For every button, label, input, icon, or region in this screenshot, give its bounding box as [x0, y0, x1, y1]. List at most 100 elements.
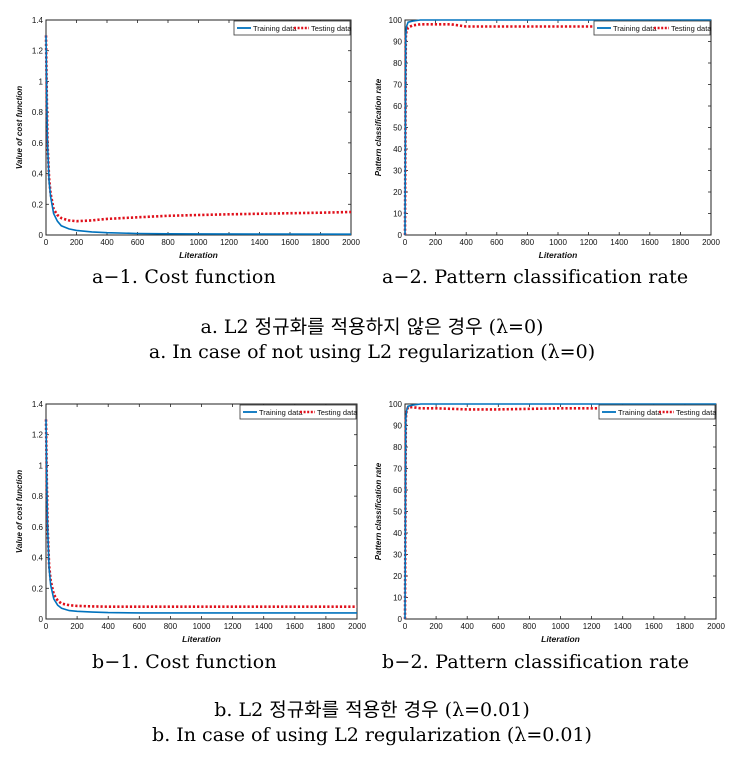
x-tick-label: 400 [461, 622, 475, 631]
y-tick-label: 0 [398, 231, 403, 240]
legend-box [593, 20, 711, 36]
y-tick-label: 30 [393, 167, 402, 176]
x-tick-label: 0 [44, 622, 49, 631]
legend-box [598, 404, 716, 420]
y-tick-label: 80 [393, 59, 402, 68]
y-axis-label: Value of cost function [15, 470, 24, 553]
y-tick-label: 0.6 [32, 523, 44, 532]
x-axis-label: Literation [541, 634, 580, 644]
caption-a1: a−1. Cost function [92, 266, 276, 288]
caption-a2: a−2. Pattern classification rate [382, 266, 689, 288]
legend-testing-label: Testing data [317, 408, 358, 417]
caption-b-english: b. In case of using L2 regularization (λ… [152, 724, 592, 746]
x-tick-label: 2000 [348, 622, 366, 631]
plot-frame [404, 19, 712, 236]
x-tick-label: 400 [102, 622, 116, 631]
plot-area-a2: 0 200 400 600 800 1000 1200 1400 1600 1800 2000 0 10… [374, 16, 720, 260]
x-tick-label: 200 [429, 238, 443, 247]
x-tick-label: 400 [100, 238, 114, 247]
y-tick-label: 50 [393, 508, 402, 517]
y-tick-label: 1.4 [32, 16, 44, 25]
legend-box [239, 404, 357, 420]
y-tick-label: 0 [398, 615, 403, 624]
x-tick-label: 1800 [317, 622, 335, 631]
y-tick-label: 20 [393, 188, 402, 197]
x-tick-label: 800 [164, 622, 178, 631]
caption-a-english: a. In case of not using L2 regularizatio… [148, 341, 596, 363]
x-tick-label: 800 [521, 238, 535, 247]
chart-svg-a1: 0 200 400 600 800 1000 1200 1400 1600 1800 2000 0 0.… [15, 16, 360, 260]
y-tick-label: 0.8 [32, 108, 44, 117]
y-tick-label: 0.2 [32, 200, 44, 209]
y-tick-label: 30 [393, 551, 402, 560]
x-tick-label: 0 [44, 238, 49, 247]
y-tick-label: 10 [393, 210, 402, 219]
y-tick-label: 1.4 [32, 400, 44, 409]
x-tick-label: 1800 [672, 238, 690, 247]
x-tick-label: 1000 [193, 622, 211, 631]
x-tick-label: 1200 [220, 238, 238, 247]
plot-frame [404, 403, 717, 620]
y-axis-label: Value of cost function [15, 86, 24, 169]
legend-training-label: Training data [618, 408, 662, 417]
x-axis-label: Literation [182, 634, 221, 644]
legend-training-label: Training data [259, 408, 303, 417]
x-tick-label: 1000 [549, 238, 567, 247]
x-tick-label: 600 [131, 238, 145, 247]
legend-training-label: Training data [253, 24, 297, 33]
x-tick-label: 800 [161, 238, 175, 247]
chart-b2-classification-rate: 0 200 400 600 800 1000 1200 1400 1600 1800 2000 0 10… [365, 398, 726, 649]
x-tick-label: 1400 [255, 622, 273, 631]
y-tick-label: 1.2 [32, 431, 44, 440]
x-axis-label: Literation [539, 250, 578, 260]
training-data-line [45, 35, 352, 235]
x-tick-label: 600 [492, 622, 506, 631]
training-data-line [404, 19, 711, 236]
caption-b1: b−1. Cost function [92, 651, 277, 673]
x-tick-label: 200 [429, 622, 443, 631]
legend-testing-label: Testing data [311, 24, 352, 33]
chart-a1-cost-function: 0 200 400 600 800 1000 1200 1400 1600 1800 2000 0 0.… [6, 14, 361, 265]
y-tick-label: 60 [393, 486, 402, 495]
caption-b2: b−2. Pattern classification rate [382, 651, 690, 673]
caption-b-korean: b. L2 정규화를 적용한 경우 (λ=0.01) [214, 699, 530, 721]
legend-training-label: Training data [613, 24, 657, 33]
y-tick-label: 100 [389, 16, 403, 25]
x-tick-label: 1600 [641, 238, 659, 247]
y-tick-label: 0.4 [32, 170, 44, 179]
x-tick-label: 1200 [580, 238, 598, 247]
y-tick-label: 0.6 [32, 139, 44, 148]
y-tick-label: 0.2 [32, 584, 44, 593]
x-axis-label: Literation [179, 250, 218, 260]
plot-area-b2: 0 200 400 600 800 1000 1200 1400 1600 1800 2000 0 10… [374, 400, 725, 644]
legend-testing-label: Testing data [671, 24, 712, 33]
x-tick-label: 0 [403, 238, 408, 247]
y-tick-label: 70 [393, 465, 402, 474]
y-tick-label: 40 [393, 529, 402, 538]
y-tick-label: 50 [393, 124, 402, 133]
chart-svg-b2: 0 200 400 600 800 1000 1200 1400 1600 1800 2000 0 10… [374, 400, 725, 644]
y-axis-label: Pattern classification rate [374, 462, 383, 560]
y-tick-label: 0.8 [32, 492, 44, 501]
x-tick-label: 1000 [552, 622, 570, 631]
x-tick-label: 0 [403, 622, 408, 631]
x-tick-label: 2000 [707, 622, 725, 631]
y-tick-label: 100 [389, 400, 403, 409]
x-tick-label: 600 [490, 238, 504, 247]
training-data-line [45, 419, 357, 614]
legend: Training data Testing data [239, 404, 358, 420]
chart-svg-b1: 0 200 400 600 800 1000 1200 1400 1600 1800 2000 0 0.… [15, 400, 366, 644]
x-tick-label: 600 [133, 622, 147, 631]
training-data-line [404, 403, 716, 620]
x-tick-label: 400 [460, 238, 474, 247]
y-axis-label: Pattern classification rate [374, 78, 383, 176]
x-tick-label: 2000 [702, 238, 720, 247]
legend: Training data Testing data [593, 20, 712, 36]
y-tick-label: 1.2 [32, 47, 44, 56]
x-tick-label: 1400 [251, 238, 269, 247]
y-tick-label: 1 [39, 461, 44, 470]
y-tick-label: 0 [39, 231, 44, 240]
legend: Training data Testing data [598, 404, 717, 420]
x-tick-label: 1600 [281, 238, 299, 247]
x-tick-label: 1200 [224, 622, 242, 631]
